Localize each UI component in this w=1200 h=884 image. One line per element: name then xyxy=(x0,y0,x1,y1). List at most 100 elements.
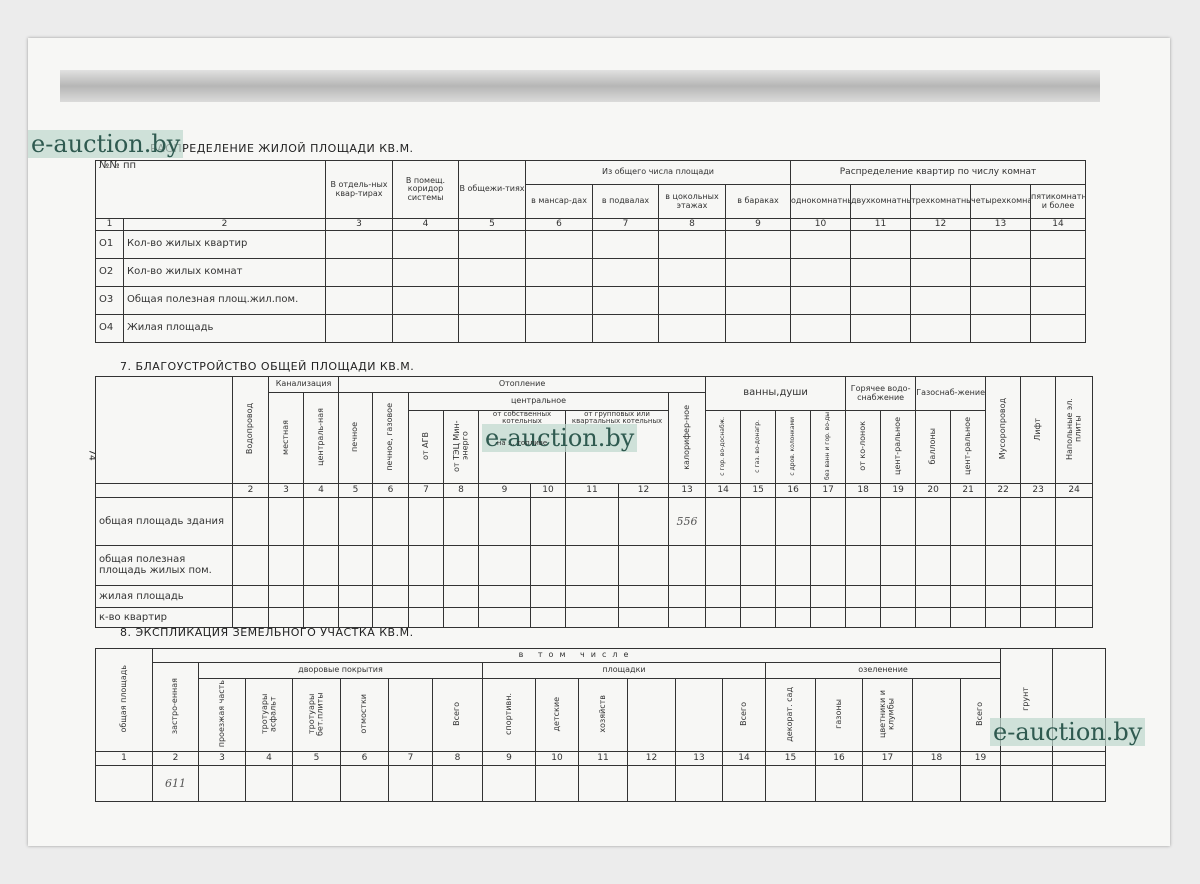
column-number: 10 xyxy=(790,218,851,231)
table-cell xyxy=(845,545,882,587)
table-cell xyxy=(880,545,917,587)
table-row: О3 Общая полезная площ.жил.пом. xyxy=(95,286,1087,315)
column-number: 10 xyxy=(535,751,579,767)
header-blank-13 xyxy=(675,677,723,753)
table-cell xyxy=(388,765,433,803)
header-soil: грунт xyxy=(1021,687,1031,711)
table-cell xyxy=(1020,607,1057,629)
column-number: 19 xyxy=(959,751,1002,767)
table-cell xyxy=(232,545,269,587)
section7-title: 7. БЛАГОУСТРОЙСТВО ОБЩЕЙ ПЛОЩАДИ КВ.М. xyxy=(120,360,415,373)
column-number: 18 xyxy=(912,751,961,767)
table-cell xyxy=(408,585,445,609)
column-number: 11 xyxy=(578,751,628,767)
header-green: озеленение xyxy=(764,662,1002,679)
table-cell xyxy=(725,258,791,287)
column-number: 9 xyxy=(478,483,532,499)
header-yard-total: Всего xyxy=(452,702,462,726)
table-cell xyxy=(668,585,707,609)
table-cell xyxy=(268,607,304,629)
table-cell xyxy=(372,585,410,609)
header-bath-none: без ванн и гор. во-ды xyxy=(823,412,831,480)
table-cell xyxy=(232,497,269,547)
table-cell xyxy=(292,765,341,803)
table-cell xyxy=(245,765,293,803)
column-number: 4 xyxy=(302,483,340,499)
table-cell xyxy=(618,585,670,609)
table-cell xyxy=(592,230,659,259)
header-barracks: в бараках xyxy=(725,184,791,219)
improvements-table: Водопровод Канализация Отопление ванны,д… xyxy=(95,375,1094,629)
column-number: 5 xyxy=(292,751,341,767)
header-dorm: В общежи-тиях xyxy=(458,160,526,219)
table-cell xyxy=(985,545,1022,587)
table-cell xyxy=(1055,585,1094,609)
table-cell xyxy=(530,607,567,629)
header-gas-balloons: баллоны xyxy=(927,427,937,465)
header-central: центральное xyxy=(408,392,670,411)
row-label: Кол-во жилых комнат xyxy=(123,258,326,287)
column-number: 5 xyxy=(458,218,526,231)
table-cell xyxy=(705,497,742,547)
row-code: О1 xyxy=(95,230,124,259)
table-cell xyxy=(790,258,851,287)
column-number: 18 xyxy=(845,483,882,499)
table-cell xyxy=(478,545,532,587)
header-four-room: четырехкомнатные xyxy=(970,184,1031,219)
table-cell xyxy=(443,497,480,547)
table-cell xyxy=(530,497,567,547)
header-green-total: Всего xyxy=(975,702,985,726)
table-cell xyxy=(408,607,445,629)
table-cell xyxy=(722,765,766,803)
table-cell xyxy=(915,545,952,587)
header-walk-concrete: тротуары бет.плиты xyxy=(307,692,325,736)
table-cell xyxy=(530,585,567,609)
column-number: 7 xyxy=(408,483,445,499)
table-cell xyxy=(525,286,593,315)
column-number: 5 xyxy=(338,483,374,499)
table-cell xyxy=(915,497,952,547)
column-number: 3 xyxy=(198,751,246,767)
table-cell xyxy=(592,286,659,315)
column-number: 20 xyxy=(915,483,952,499)
table-cell xyxy=(775,607,812,629)
table-cell xyxy=(198,765,246,803)
column-number: 6 xyxy=(372,483,410,499)
table-cell xyxy=(675,765,723,803)
table-cell xyxy=(765,765,816,803)
table-cell xyxy=(325,286,393,315)
table-cell xyxy=(478,585,532,609)
column-number: 6 xyxy=(525,218,593,231)
calorifer-value: 556 xyxy=(668,497,707,547)
column-number: 11 xyxy=(850,218,911,231)
table-cell xyxy=(302,607,340,629)
table-cell xyxy=(443,585,480,609)
column-number: 16 xyxy=(815,751,863,767)
table-cell xyxy=(372,497,410,547)
table-cell xyxy=(458,314,526,343)
header-blank-12 xyxy=(627,677,676,753)
column-number: 10 xyxy=(530,483,567,499)
header-flowers: цветники и клумбы xyxy=(878,690,896,738)
header-hot-water: Горячее водо-снабжение xyxy=(845,376,917,411)
table-cell xyxy=(268,497,304,547)
row-code: О3 xyxy=(95,286,124,315)
table-cell xyxy=(850,314,911,343)
table-cell xyxy=(658,230,726,259)
table-cell xyxy=(880,607,917,629)
header-stove-gas: печное, газовое xyxy=(385,403,395,471)
table-cell xyxy=(443,607,480,629)
table-cell xyxy=(810,545,847,587)
table-cell xyxy=(618,545,670,587)
column-number: 8 xyxy=(443,483,480,499)
header-bath-hot: с гор. во-доснабж. xyxy=(718,416,726,476)
table-cell xyxy=(880,497,917,547)
header-basement: в подвалах xyxy=(592,184,659,219)
header-blind-area: отмостки xyxy=(359,694,369,734)
table-cell xyxy=(1029,258,1087,287)
column-number: 16 xyxy=(775,483,812,499)
table-cell xyxy=(392,286,459,315)
header-distribution: Распределение квартир по числу комнат xyxy=(789,160,1087,185)
table-cell xyxy=(740,545,777,587)
table-cell xyxy=(592,314,659,343)
